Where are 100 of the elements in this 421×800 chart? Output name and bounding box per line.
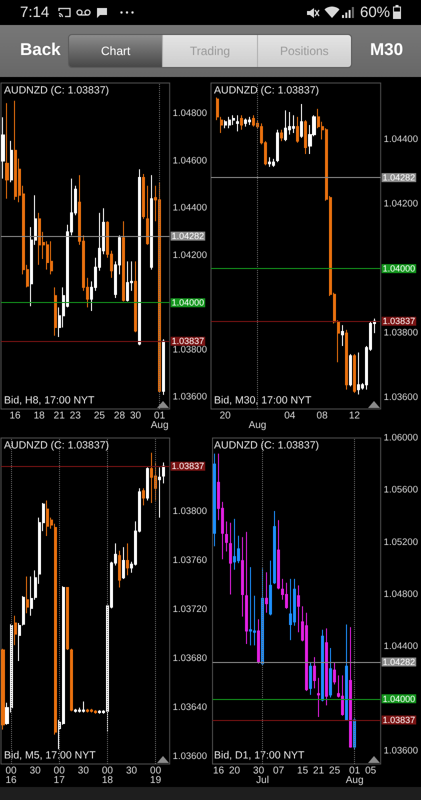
ref-line-label: 1.04282 — [172, 231, 204, 242]
candlestick — [14, 100, 17, 200]
x-tick-label: 16 — [212, 765, 225, 776]
y-tick-label: 1.05600 — [384, 484, 418, 496]
x-tick-label: 00 18 — [102, 765, 114, 786]
candlestick — [244, 118, 247, 128]
x-tick-label: Jul — [256, 774, 269, 786]
x-tick-label: 28 — [114, 410, 126, 422]
candlestick — [146, 185, 149, 246]
candlestick — [304, 120, 307, 155]
x-tick-label: 16 — [9, 410, 22, 422]
x-tick-label: 21 — [54, 410, 66, 422]
x-tick-label: 25 — [329, 765, 341, 776]
x-tick-label: 12 — [348, 410, 360, 422]
candlestick — [70, 648, 73, 712]
candlestick — [345, 624, 348, 722]
candlestick — [229, 522, 232, 595]
candlestick — [158, 466, 161, 518]
candlestick — [276, 129, 279, 163]
candlestick — [126, 542, 129, 576]
y-tick-label: 1.03760 — [172, 555, 208, 566]
candlestick — [353, 354, 356, 394]
y-tick-label: 1.03800 — [172, 344, 208, 356]
x-tick-label: 08 — [316, 410, 328, 422]
ref-line-label: 1.03837 — [382, 715, 416, 726]
y-tick-label: 1.04600 — [172, 155, 208, 166]
x-tick-label: 30 — [130, 410, 142, 422]
candlestick — [98, 710, 101, 714]
x-tick-label: 00 19 — [150, 765, 162, 786]
candlestick — [5, 102, 9, 200]
candlestick — [26, 576, 29, 614]
candlestick — [252, 114, 255, 128]
candlestick — [357, 352, 360, 395]
candlestick — [162, 462, 165, 484]
candlestick — [126, 260, 129, 302]
x-tick-label: 30 — [78, 765, 90, 776]
candlestick — [333, 662, 336, 685]
candlestick — [292, 114, 295, 134]
candlestick — [233, 518, 236, 570]
candlestick — [162, 338, 165, 396]
candlestick — [273, 510, 276, 585]
x-tick-label: 23 — [70, 410, 82, 422]
x-tick-label: 00 17 — [54, 765, 66, 786]
y-tick-label: 1.03600 — [172, 392, 208, 403]
candlestick — [122, 220, 125, 302]
candlestick — [268, 156, 271, 168]
ref-line-label: 1.04000 — [382, 264, 416, 274]
candlestick — [341, 324, 344, 347]
candlestick — [236, 114, 239, 132]
text: Back — [20, 40, 61, 60]
annotation: Bid, H8, 17:00 NYT — [4, 394, 96, 406]
y-tick-label: 1.03600 — [384, 745, 418, 756]
candlestick — [46, 500, 49, 537]
candlestick — [300, 103, 303, 138]
candlestick — [265, 572, 268, 614]
x-tick-label: Aug — [248, 420, 266, 431]
tab: Positions — [256, 35, 351, 67]
text: 60% — [360, 4, 390, 21]
candlestick — [118, 550, 121, 588]
candlestick — [329, 647, 332, 698]
ref-line-label: 1.04000 — [172, 298, 204, 308]
y-tick-label: 1.04200 — [172, 250, 208, 261]
x-tick-label: 01 Aug — [150, 410, 169, 431]
ref-line-label: 1.04282 — [382, 657, 416, 668]
y-tick-label: 1.04400 — [172, 202, 208, 214]
ref-line-label: 1.04282 — [382, 172, 416, 183]
candlestick — [349, 354, 352, 387]
candlestick — [321, 629, 324, 702]
candlestick — [150, 452, 153, 504]
x-tick-label: 01 Aug — [346, 765, 364, 786]
candlestick — [240, 114, 243, 130]
tab: Trading — [162, 35, 257, 67]
y-tick-label: 1.04800 — [384, 588, 418, 600]
ref-line-label: 1.03837 — [172, 461, 204, 472]
candlestick — [50, 240, 53, 275]
candlestick — [224, 120, 227, 129]
candlestick — [269, 560, 272, 616]
candlestick — [82, 700, 85, 714]
y-tick-label: 1.04400 — [384, 641, 418, 652]
candlestick — [297, 584, 300, 633]
candlestick — [232, 114, 235, 126]
candlestick — [54, 286, 57, 336]
x-tick-label: 05 — [365, 765, 377, 776]
candlestick — [349, 626, 352, 748]
candlestick — [14, 615, 17, 646]
ref-line-label: 1.03837 — [382, 316, 416, 326]
candlestick — [280, 129, 283, 142]
candlestick — [309, 662, 312, 696]
ref-line-label: 1.04000 — [382, 694, 416, 704]
y-tick-label: 1.03680 — [172, 653, 208, 664]
x-tick-label: 30 — [253, 765, 265, 776]
candlestick — [122, 546, 125, 580]
x-tick-label: 30 — [30, 765, 42, 776]
candlestick — [277, 520, 280, 590]
x-tick-label: 04 — [284, 410, 296, 422]
y-tick-label: 1.03600 — [384, 392, 418, 404]
chart-title: AUDNZD (C: 1.03837) — [4, 84, 110, 96]
x-tick-label: 20 — [220, 410, 232, 422]
annotation: Bid, M5, 17:00 NYT — [4, 750, 96, 762]
y-tick-label: 1.03720 — [172, 604, 208, 616]
